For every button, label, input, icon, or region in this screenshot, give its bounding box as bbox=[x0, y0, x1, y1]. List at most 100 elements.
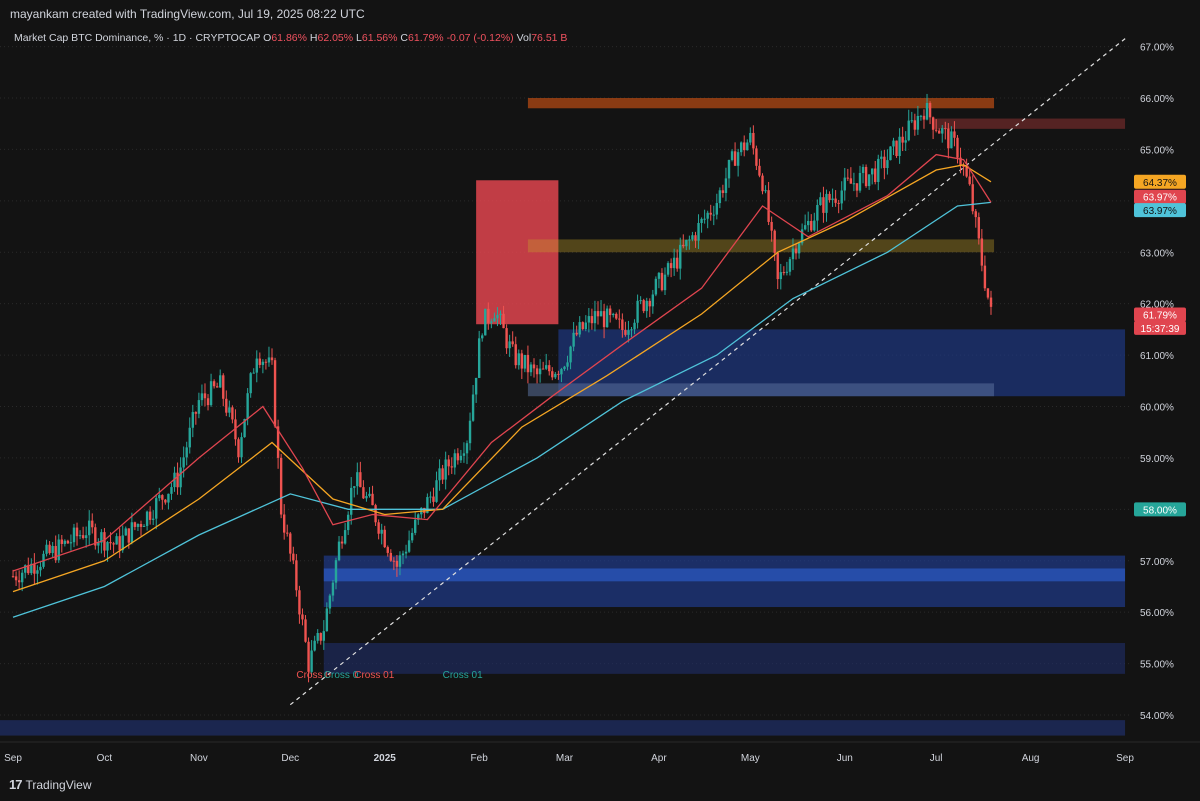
ema-fast-line bbox=[12, 153, 992, 572]
candle-body bbox=[200, 393, 204, 401]
candle-body bbox=[718, 190, 722, 204]
candle-body bbox=[164, 499, 167, 503]
zone-box bbox=[323, 568, 1126, 582]
zone-box bbox=[527, 239, 995, 253]
candle-body bbox=[417, 514, 420, 520]
x-tick-label: Nov bbox=[190, 753, 208, 764]
candle-body bbox=[81, 535, 85, 539]
candle-body bbox=[356, 472, 359, 487]
candle-body bbox=[822, 197, 825, 213]
candle-body bbox=[904, 140, 907, 143]
x-tick-label: Aug bbox=[1022, 753, 1040, 764]
candle-body bbox=[694, 235, 697, 241]
candle-body bbox=[231, 407, 234, 420]
trend-line bbox=[289, 35, 1129, 706]
trendline[interactable] bbox=[289, 35, 1129, 706]
candle-body bbox=[645, 300, 648, 312]
candle-body bbox=[383, 529, 386, 548]
candle-body bbox=[179, 467, 182, 488]
price-marker-box bbox=[1134, 189, 1186, 204]
candle-body bbox=[453, 453, 456, 468]
y-tick-label: 55.00% bbox=[1140, 660, 1174, 671]
x-tick-label: Mar bbox=[556, 753, 574, 764]
candle-body bbox=[852, 183, 856, 185]
candle-body bbox=[170, 487, 173, 494]
candle-body bbox=[148, 511, 152, 520]
candle-body bbox=[733, 151, 737, 166]
candle-body bbox=[346, 514, 350, 531]
brand-name: TradingView bbox=[25, 777, 92, 792]
candle-body bbox=[797, 243, 801, 254]
candle-body bbox=[934, 129, 938, 131]
candle-body bbox=[883, 156, 886, 169]
price-marker: 63.97% bbox=[1134, 203, 1186, 218]
zone-box bbox=[323, 643, 1126, 674]
candle-body bbox=[365, 496, 368, 499]
candle-body bbox=[910, 120, 913, 122]
candle-body bbox=[413, 519, 417, 533]
candle-body bbox=[316, 633, 319, 641]
price-marker-box bbox=[1134, 502, 1186, 517]
zones bbox=[0, 98, 1126, 736]
price-marker-label: 63.97% bbox=[1143, 193, 1177, 204]
candle-body bbox=[639, 300, 642, 302]
candle-body bbox=[94, 527, 97, 546]
candle-body bbox=[292, 553, 295, 561]
price-marker-box bbox=[1134, 174, 1186, 189]
candle-body bbox=[310, 650, 313, 672]
candle-body bbox=[615, 313, 618, 319]
candle-body bbox=[886, 160, 889, 169]
candle-body bbox=[944, 128, 947, 130]
candle-body bbox=[685, 239, 688, 247]
candle-body bbox=[161, 495, 164, 500]
candle-body bbox=[197, 400, 201, 414]
candle-body bbox=[142, 525, 146, 527]
cross-label: Cross 01 bbox=[354, 670, 394, 681]
candle-body bbox=[273, 360, 277, 427]
candle-body bbox=[651, 294, 655, 307]
candle-body bbox=[956, 137, 959, 158]
candle-body bbox=[249, 373, 252, 394]
candle-body bbox=[505, 328, 508, 349]
candle-body bbox=[983, 265, 987, 289]
candle-body bbox=[599, 311, 603, 317]
candle-body bbox=[362, 487, 365, 499]
candle-body bbox=[54, 545, 57, 561]
x-tick-label: 2025 bbox=[374, 753, 397, 764]
price-marker-label: 15:37:39 bbox=[1141, 324, 1180, 335]
zone-box bbox=[527, 383, 995, 397]
legend-close-label: C bbox=[400, 32, 409, 44]
candle-body bbox=[938, 130, 941, 134]
candle-body bbox=[703, 218, 706, 220]
candle-body bbox=[770, 221, 773, 231]
x-tick-label: May bbox=[741, 753, 760, 764]
candle-body bbox=[84, 535, 88, 539]
candle-body bbox=[502, 313, 505, 329]
price-axis[interactable]: 67.00% 66.00% 65.00% 63.00% 62.00% 61.00% 60.0… bbox=[1140, 43, 1174, 722]
candle-body bbox=[20, 572, 24, 583]
candle-body bbox=[490, 321, 493, 323]
candle-body bbox=[30, 563, 33, 574]
candle-body bbox=[39, 566, 42, 571]
zone-box bbox=[933, 118, 1126, 129]
candle-body bbox=[136, 524, 140, 527]
tradingview-brand[interactable]: 17 TradingView bbox=[9, 777, 92, 792]
candle-body bbox=[75, 527, 79, 537]
candle-body bbox=[386, 547, 389, 553]
candle-body bbox=[971, 184, 974, 212]
price-markers: 64.37% 63.97% 63.97% 61.79% 15:37:39 58.00% bbox=[1134, 174, 1186, 517]
candle-body bbox=[331, 582, 335, 596]
candle-body bbox=[328, 595, 332, 609]
candle-body bbox=[764, 190, 767, 192]
candle-body bbox=[843, 177, 846, 191]
candle-body bbox=[188, 427, 191, 448]
candle-body bbox=[496, 315, 499, 319]
candle-body bbox=[773, 230, 776, 253]
candle-body bbox=[279, 457, 283, 515]
candle-body bbox=[151, 518, 155, 520]
candle-body bbox=[544, 365, 548, 369]
time-axis[interactable]: Sep Oct Nov Dec 2025 Feb Mar Apr May Jun Jul Aug Sep bbox=[0, 741, 1200, 764]
candle-body bbox=[657, 272, 661, 279]
candle-body bbox=[289, 533, 292, 554]
